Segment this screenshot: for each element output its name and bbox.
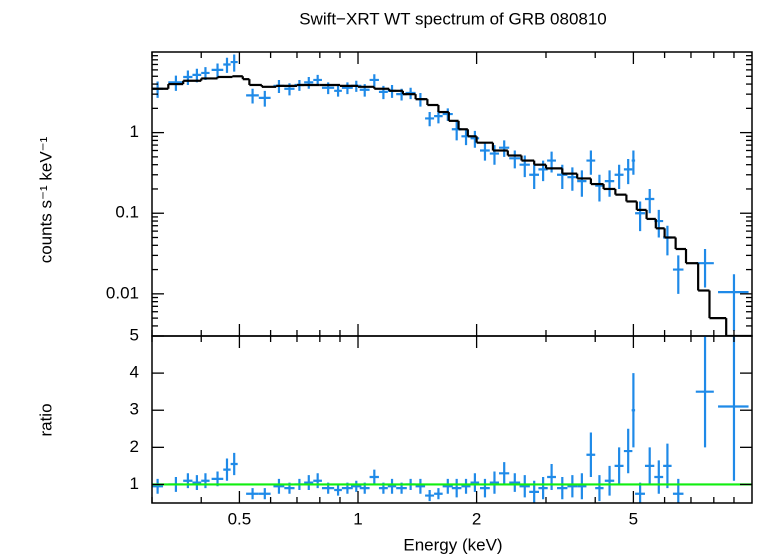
error-cross [258,90,271,107]
error-cross [183,70,193,85]
error-cross [519,155,530,178]
error-cross [644,188,655,214]
y-axis-title: counts s⁻¹ keV⁻¹ [36,136,55,263]
error-cross [631,373,636,448]
error-cross [470,130,480,148]
error-cross [425,490,435,502]
y-tick-label: 3 [130,400,139,419]
x-tick-label: 1 [353,509,362,528]
error-cross [567,475,578,498]
error-cross [152,478,164,494]
error-cross [644,447,655,485]
error-cross [586,432,596,478]
error-cross [519,475,530,498]
error-cross [273,478,285,494]
error-cross [334,484,342,496]
error-cross [415,478,426,494]
error-cross [635,201,645,232]
error-cross [223,458,231,481]
error-cross [614,447,624,485]
error-cross [623,159,633,185]
error-cross [538,477,548,500]
x-axis-title: Energy (keV) [403,535,502,554]
plot-area [152,336,752,503]
error-cross [623,428,633,474]
error-cross [547,464,556,491]
error-cross [183,473,193,489]
error-cross [434,488,443,500]
x-tick-label: 0.5 [228,509,252,528]
error-cross [425,112,435,127]
error-cross [201,473,210,489]
error-cross [230,54,238,72]
y-tick-label: 2 [130,437,139,456]
x-tick-label: 2 [472,509,481,528]
error-cross [577,170,587,197]
error-cross [304,475,314,491]
error-cross [192,475,202,491]
error-cross [672,478,684,503]
x-tick-label: 5 [629,509,638,528]
error-cross [631,150,636,175]
error-cross [489,471,500,494]
y-tick-label: 5 [130,325,139,344]
chart-title: Swift−XRT WT spectrum of GRB 080810 [299,9,607,28]
error-cross [718,336,749,481]
error-cross [304,76,314,89]
error-cross [718,274,749,331]
error-cross [461,478,471,494]
error-cross [586,150,596,175]
error-cross [489,145,500,165]
error-cross [369,469,379,485]
y-tick-label: 0.01 [106,283,139,302]
error-cross [509,473,521,492]
error-cross [480,142,490,161]
error-cross [595,174,604,202]
error-cross [499,462,510,485]
error-cross [614,164,624,189]
error-cross [351,480,362,492]
error-cross [480,478,490,498]
error-cross [223,57,231,73]
y-tick-label: 1 [130,474,139,493]
error-cross [246,88,259,104]
error-cross [451,120,462,141]
error-cross [604,170,615,197]
error-cross [509,150,521,169]
y-tick-label: 4 [130,363,139,382]
error-cross [442,478,453,494]
error-cross [595,475,604,502]
error-cross [334,85,342,97]
y-axis-title: ratio [36,403,55,436]
error-cross [470,473,480,492]
y-tick-label: 1 [130,122,139,141]
error-cross [672,255,684,294]
error-cross [313,473,322,489]
y-tick-label: 0.1 [115,203,139,222]
plot-area [152,54,752,336]
error-cross [387,478,397,494]
error-cross [369,74,379,87]
error-cross [230,452,238,476]
error-cross [567,167,578,191]
error-cross [663,443,672,489]
error-cross [654,460,664,494]
error-cross [529,164,540,189]
error-cross [211,63,224,78]
error-cross [635,482,645,503]
error-cross [258,488,271,500]
error-cross [577,473,587,500]
error-cross [246,488,259,500]
error-cross [604,465,615,496]
error-cross [341,82,353,95]
error-cross [451,478,462,498]
error-cross [499,140,510,157]
panel-frame [151,51,753,337]
error-cross [557,477,568,500]
error-cross [695,336,714,448]
panel-frame [151,335,753,504]
